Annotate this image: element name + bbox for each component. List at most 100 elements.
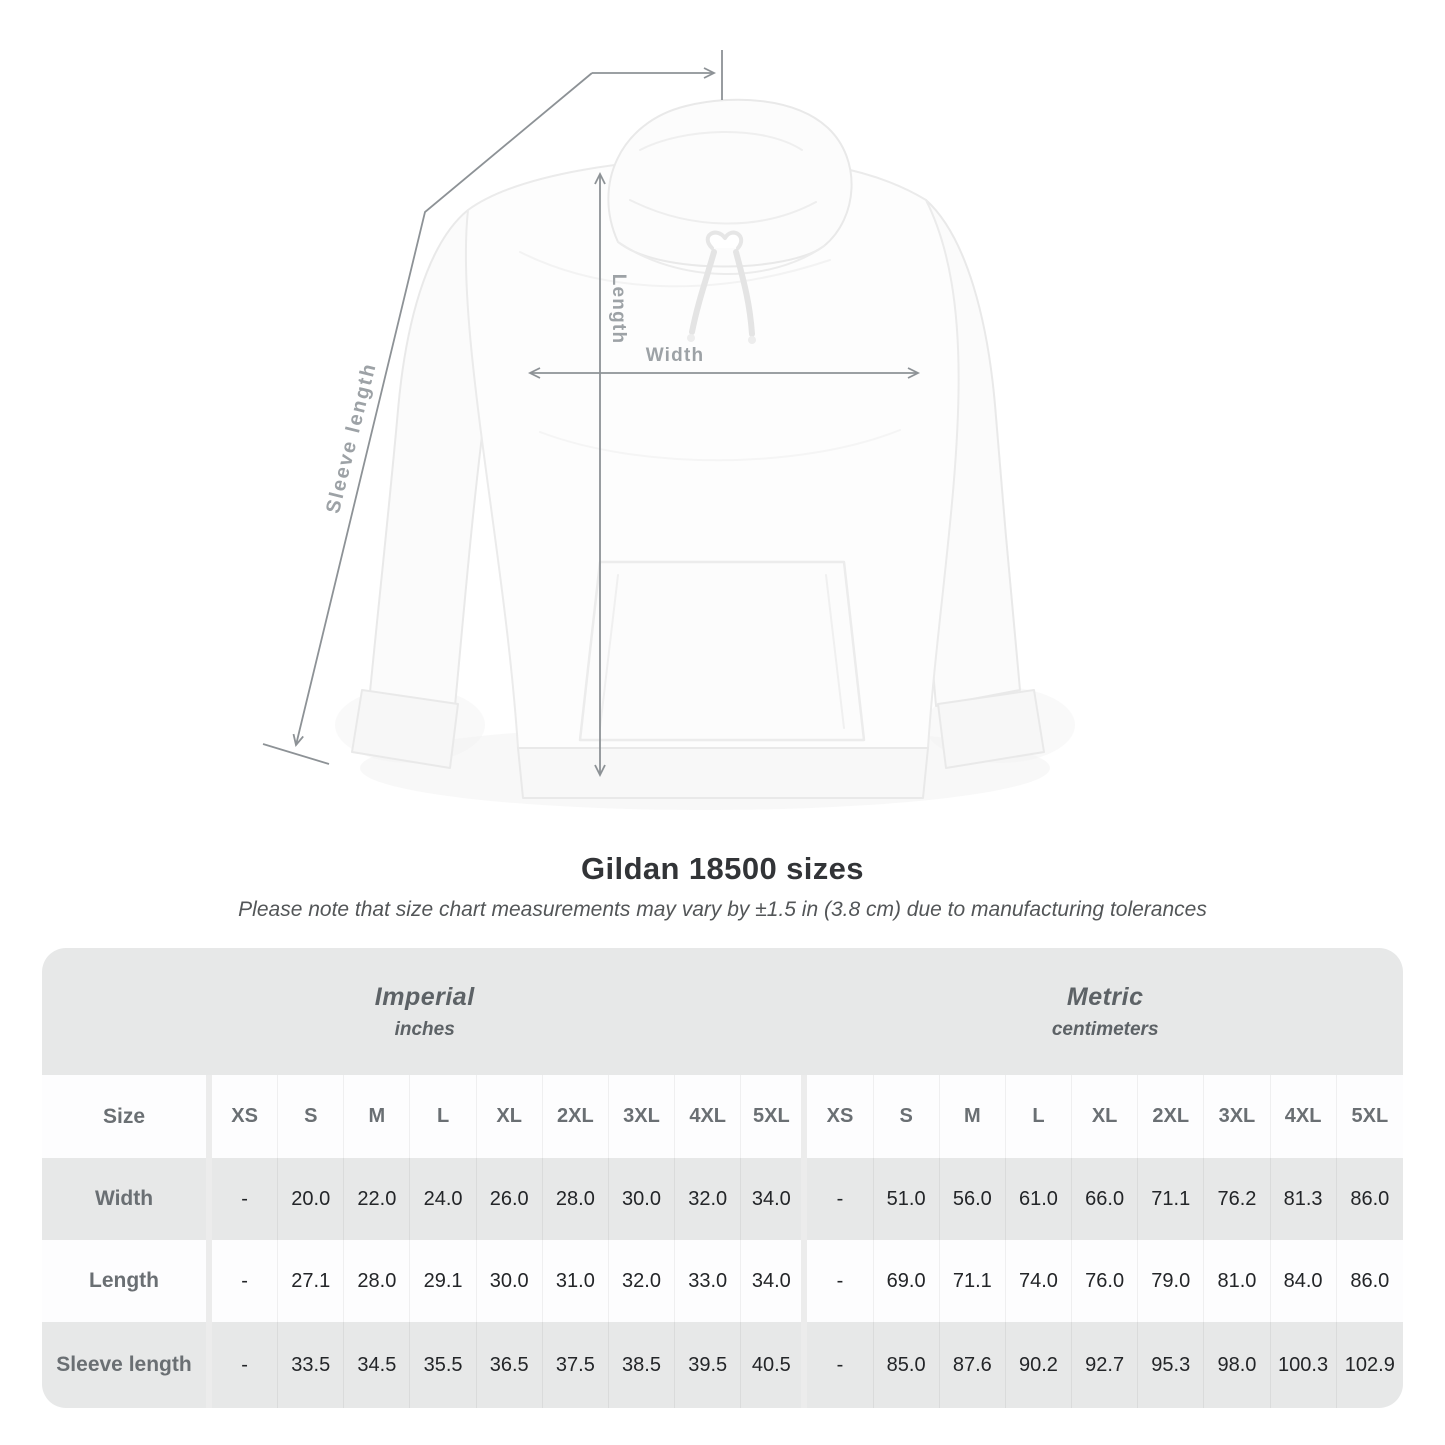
- size-header-imperial-3xl: 3XL: [608, 1075, 676, 1158]
- table-cell: 35.5: [410, 1322, 477, 1408]
- table-cell: 56.0: [940, 1158, 1006, 1240]
- hoodie-drawstring-right: [733, 249, 755, 337]
- table-cell: 30.0: [477, 1240, 543, 1322]
- hoodie-hem: [517, 747, 929, 799]
- size-header-metric-m: M: [939, 1075, 1006, 1158]
- size-header-row: Size XS S M L XL 2XL 3XL 4XL 5XL XS S M L XL 2XL 3XL 4XL…: [42, 1075, 1403, 1158]
- table-cell: 26.0: [477, 1158, 543, 1240]
- table-cell: 69.0: [874, 1240, 940, 1322]
- table-cell: 86.0: [1350, 1269, 1390, 1292]
- table-cell: 100.3: [1271, 1322, 1337, 1408]
- table-cell: -: [212, 1158, 279, 1240]
- table-row-sleeve-length: Sleeve length -33.5 34.5 35.5 36.5 37.5 38.5 39…: [42, 1322, 1403, 1408]
- size-header-metric-4xl: 4XL: [1270, 1075, 1337, 1158]
- sleeve-bottom-tick: [262, 743, 330, 765]
- table-cell: 28.0: [344, 1240, 411, 1322]
- size-header-metric-3xl: 3XL: [1204, 1075, 1271, 1158]
- size-header-metric-xl: XL: [1072, 1075, 1139, 1158]
- size-header-imperial-s: S: [278, 1075, 345, 1158]
- size-header-imperial-5xl: 5XL: [741, 1075, 808, 1158]
- size-header-imperial-2xl: 2XL: [542, 1075, 609, 1158]
- table-cell: 22.0: [344, 1158, 411, 1240]
- table-cell: 34.5: [344, 1322, 411, 1408]
- size-header-imperial-xl: XL: [476, 1075, 543, 1158]
- length-dimension-label: Length: [608, 273, 629, 345]
- table-cell: -: [212, 1240, 279, 1322]
- size-header-imperial-4xl: 4XL: [675, 1075, 742, 1158]
- size-header-imperial-m: M: [344, 1075, 411, 1158]
- hoodie-drawstring-left: [689, 249, 717, 335]
- size-diagram: Width Length Sleeve length: [262, 50, 1045, 799]
- imperial-group-label: Imperial: [374, 982, 475, 1011]
- metric-group-unit: centimeters: [1051, 1018, 1159, 1040]
- table-cell: 71.1: [940, 1240, 1006, 1322]
- sleeve-arrow-diagonal: [292, 72, 593, 747]
- table-cell: 76.0: [1072, 1240, 1139, 1322]
- table-cell: 37.5: [543, 1322, 609, 1408]
- table-cell: 81.0: [1204, 1240, 1271, 1322]
- size-header-imperial-xs: XS: [212, 1075, 279, 1158]
- table-cell: 86.0: [1350, 1187, 1390, 1210]
- size-column-header: Size: [42, 1075, 212, 1158]
- table-cell: 81.3: [1271, 1158, 1337, 1240]
- table-cell: 33.0: [675, 1240, 742, 1322]
- row-label: Length: [42, 1240, 212, 1322]
- table-cell: 30.0: [609, 1158, 676, 1240]
- table-cell: 71.1: [1138, 1158, 1205, 1240]
- size-header-metric-5xl: 5XL: [1336, 1075, 1403, 1158]
- hoodie-pocket: [578, 560, 866, 742]
- size-table: Imperial inches Metric centimeters Size …: [42, 948, 1403, 1408]
- measurement-arrows: [262, 50, 921, 778]
- table-cell: 34.0: [741, 1158, 808, 1240]
- table-cell: 32.0: [609, 1240, 676, 1322]
- table-cell: 31.0: [543, 1240, 609, 1322]
- table-cell: -: [807, 1158, 874, 1240]
- table-cell: 28.0: [543, 1158, 609, 1240]
- width-dimension-label: Width: [645, 345, 705, 366]
- table-cell: -: [807, 1322, 874, 1408]
- table-cell: 40.5: [741, 1322, 808, 1408]
- table-row-width: Width -20.0 22.0 24.0 26.0 28.0 30.0 32.0 34.0-5…: [42, 1158, 1403, 1240]
- hoodie-drawstring-knot: [705, 230, 744, 250]
- row-label: Width: [42, 1158, 212, 1240]
- table-cell: 32.0: [675, 1158, 742, 1240]
- table-cell: 61.0: [1006, 1158, 1073, 1240]
- table-cell: 20.0: [278, 1158, 345, 1240]
- size-header-metric-2xl: 2XL: [1138, 1075, 1205, 1158]
- table-cell: 36.5: [477, 1322, 543, 1408]
- imperial-group-header: Imperial inches: [42, 948, 808, 1075]
- tolerance-note: Please note that size chart measurements…: [238, 898, 1207, 921]
- row-label: Sleeve length: [42, 1322, 212, 1408]
- table-cell: 79.0: [1138, 1240, 1205, 1322]
- table-cell: 90.2: [1006, 1322, 1073, 1408]
- unit-group-row: Imperial inches Metric centimeters: [42, 948, 1403, 1075]
- table-row-length: Length -27.1 28.0 29.1 30.0 31.0 32.0 33.0 34.0-…: [42, 1240, 1403, 1322]
- table-cell: 33.5: [278, 1322, 345, 1408]
- table-cell: 87.6: [940, 1322, 1006, 1408]
- imperial-group-unit: inches: [394, 1018, 455, 1040]
- table-cell: 66.0: [1072, 1158, 1139, 1240]
- table-cell: 39.5: [675, 1322, 742, 1408]
- metric-group-header: Metric centimeters: [807, 948, 1403, 1075]
- table-cell: 76.2: [1204, 1158, 1271, 1240]
- hoodie-right-cuff: [937, 689, 1045, 769]
- table-cell: 74.0: [1006, 1240, 1073, 1322]
- size-table-card: Imperial inches Metric centimeters Size …: [42, 948, 1403, 1408]
- table-cell: 98.0: [1204, 1322, 1271, 1408]
- metric-group-label: Metric: [1066, 982, 1144, 1011]
- table-cell: 84.0: [1271, 1240, 1337, 1322]
- size-header-metric-s: S: [873, 1075, 940, 1158]
- hoodie-hood: [607, 98, 853, 268]
- table-cell: 102.9: [1344, 1353, 1395, 1376]
- table-cell: 27.1: [278, 1240, 345, 1322]
- page-title: Gildan 18500 sizes: [581, 851, 864, 886]
- size-table-body: Width -20.0 22.0 24.0 26.0 28.0 30.0 32.0 34.0-5…: [42, 1158, 1403, 1408]
- table-cell: -: [212, 1322, 279, 1408]
- table-cell: 85.0: [874, 1322, 940, 1408]
- size-header-imperial-l: L: [410, 1075, 477, 1158]
- table-cell: 24.0: [410, 1158, 477, 1240]
- hoodie-left-cuff: [351, 689, 459, 769]
- table-cell: 29.1: [410, 1240, 477, 1322]
- hoodie-product-image: [351, 98, 1045, 799]
- table-cell: 51.0: [874, 1158, 940, 1240]
